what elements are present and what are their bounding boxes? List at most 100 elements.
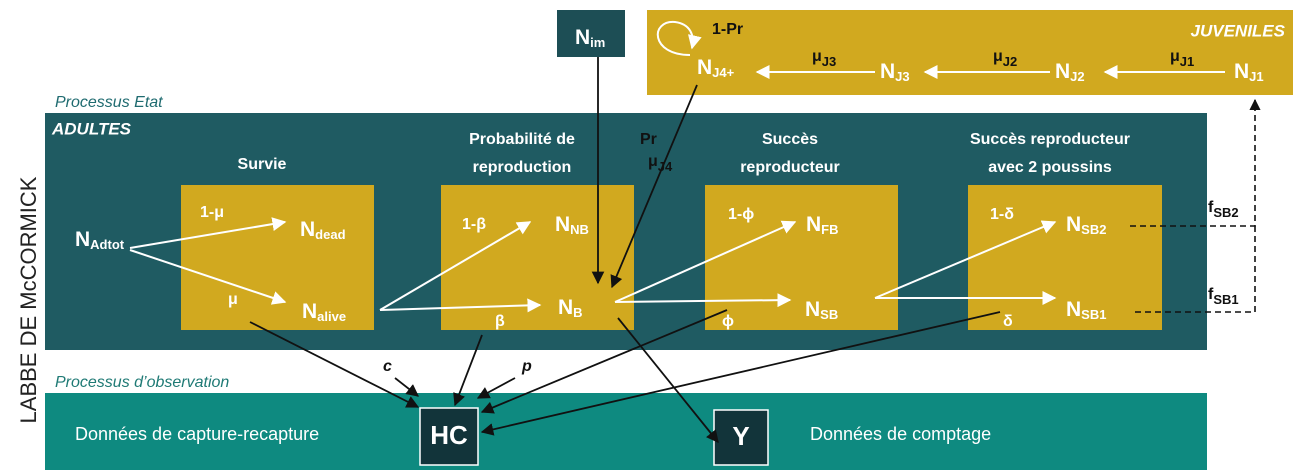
label-main: c (383, 358, 392, 375)
label: δ (1003, 313, 1013, 330)
label: NJ1 (1234, 60, 1264, 85)
label: μJ2 (993, 48, 1017, 69)
label-main: N (555, 213, 570, 236)
label-main: f (1208, 286, 1214, 303)
section-label: ADULTES (51, 119, 132, 138)
label-sub: J2 (1003, 54, 1017, 69)
label: β (495, 313, 505, 330)
immigration-box (557, 10, 625, 57)
label: c (383, 358, 392, 375)
heading: Probabilité de (469, 131, 575, 148)
heading: reproducteur (740, 159, 840, 176)
label-main: N (75, 228, 90, 251)
label-sub: J4 (658, 159, 673, 174)
section-label: Processus Etat (55, 94, 163, 111)
label-main: N (1066, 213, 1081, 236)
section-label: JUVENILES (1191, 21, 1286, 40)
label-main: N (697, 56, 712, 79)
label: Pr (640, 131, 657, 148)
label-main: μ (812, 48, 822, 65)
data-box-label: HC (430, 420, 468, 450)
data-box (419, 407, 479, 466)
label: p (521, 358, 532, 375)
heading: Succès (762, 131, 818, 148)
label: Ndead (300, 218, 346, 243)
label-sub: J3 (895, 69, 909, 84)
label: μ (228, 291, 238, 308)
label-main: 1-β (462, 216, 486, 233)
label-sub: SB2 (1213, 205, 1238, 220)
label-main: N (558, 296, 573, 319)
label-main: N (1234, 60, 1249, 83)
label-sub: SB (820, 307, 838, 322)
label-sub: SB2 (1081, 222, 1106, 237)
label-sub: alive (317, 309, 346, 324)
heading: Succès reproducteur (970, 131, 1130, 148)
label: NB (558, 296, 583, 321)
heading: avec 2 poussins (988, 159, 1112, 176)
label-sub: SB1 (1081, 307, 1106, 322)
label-main: δ (1003, 313, 1013, 330)
label: 1-δ (990, 206, 1014, 223)
label-main: N (300, 218, 315, 241)
label: NJ4+ (697, 56, 735, 81)
label-main: f (1208, 199, 1214, 216)
label-sub: SB1 (1213, 292, 1238, 307)
arrows (129, 20, 1261, 443)
label-sub: J1 (1249, 69, 1263, 84)
label: NFB (806, 213, 839, 238)
heading: Survie (238, 156, 287, 173)
label-main: N (1066, 298, 1081, 321)
label-sub: J2 (1070, 69, 1084, 84)
label: μJ3 (812, 48, 836, 69)
vertical-title: LABBE DE McCORMICK (16, 176, 41, 423)
data-description: Données de capture-recapture (75, 424, 319, 444)
label: 1-Pr (712, 21, 743, 38)
label-sub: B (573, 305, 582, 320)
label-main: 1-μ (200, 204, 224, 221)
label: μJ1 (1170, 48, 1194, 69)
label: NJ2 (1055, 60, 1085, 85)
label-sub: J1 (1180, 54, 1194, 69)
label: Nalive (302, 300, 346, 325)
stage-box (968, 185, 1162, 330)
label: 1-μ (200, 204, 224, 221)
label-main: 1-ϕ (728, 206, 754, 223)
label-main: μ (648, 153, 658, 170)
label-sub: dead (315, 227, 345, 242)
label-main: ϕ (722, 313, 734, 330)
juveniles-box (647, 10, 1293, 95)
label: Nim (575, 26, 605, 51)
label: NNB (555, 213, 589, 238)
label: fSB1 (1208, 286, 1239, 307)
label-main: N (880, 60, 895, 83)
heading: reproduction (473, 159, 572, 176)
label-main: N (302, 300, 317, 323)
label: NSB (805, 298, 838, 323)
label-sub: im (590, 35, 605, 50)
label: NSB1 (1066, 298, 1106, 323)
label-sub: Adtot (90, 237, 125, 252)
label-main: μ (1170, 48, 1180, 65)
label: μJ4 (648, 153, 673, 174)
label-main: β (495, 313, 505, 330)
label: ϕ (722, 313, 734, 330)
data-description: Données de comptage (810, 424, 991, 444)
label-main: μ (228, 291, 238, 308)
label: NSB2 (1066, 213, 1106, 238)
label: NJ3 (880, 60, 910, 85)
label: fSB2 (1208, 199, 1239, 220)
label-main: Pr (640, 131, 657, 148)
label-main: N (575, 26, 590, 49)
label-main: μ (993, 48, 1003, 65)
label-sub: NB (570, 222, 589, 237)
stage-box (181, 185, 374, 330)
label-main: p (521, 358, 532, 375)
label-main: N (805, 298, 820, 321)
section-label: Processus d’observation (55, 374, 229, 391)
label-main: 1-δ (990, 206, 1014, 223)
label-sub: FB (821, 222, 838, 237)
observation-box (45, 393, 1207, 470)
